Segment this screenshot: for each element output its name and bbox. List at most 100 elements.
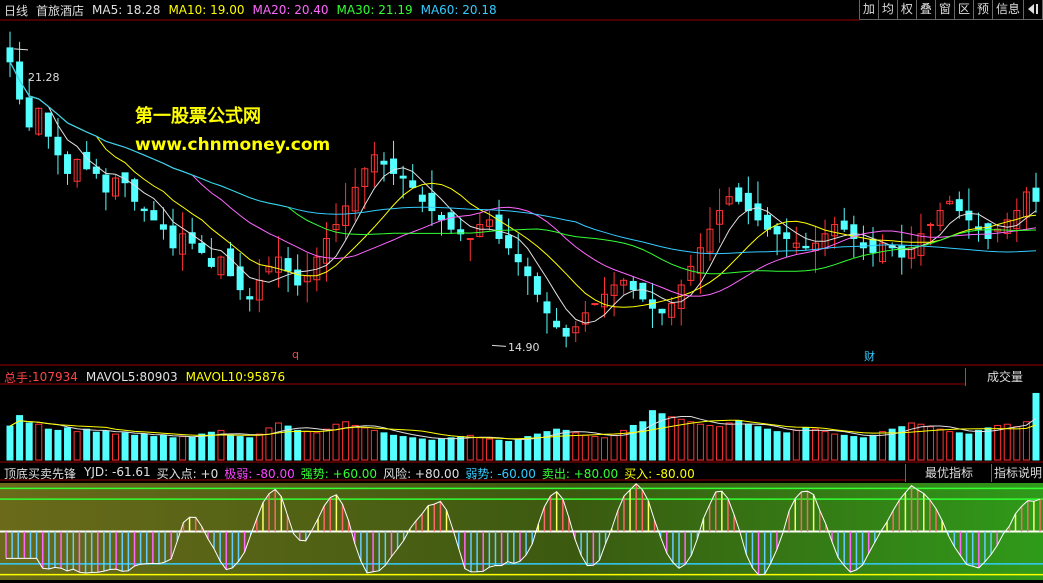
total-volume-value: 107934 (32, 370, 78, 384)
mavol10-line (9, 419, 1037, 440)
candle-body (792, 242, 800, 248)
candle-body (898, 245, 906, 258)
low-arrow (491, 344, 507, 347)
volume-bar (361, 427, 369, 461)
candle-body (965, 210, 973, 221)
volume-bar (418, 438, 426, 461)
rights-button[interactable]: 权 (896, 0, 917, 20)
candle-body (620, 279, 628, 286)
candle-body (543, 301, 551, 314)
volume-bar (783, 432, 791, 461)
indicator-legend-item: 买入: -80.00 (624, 466, 695, 481)
volume-bar (898, 426, 906, 461)
volume-bar (533, 433, 541, 461)
candle-body (6, 47, 14, 63)
indicator-legend-item: 强势: +60.00 (300, 466, 378, 481)
volume-bar (380, 432, 388, 461)
volume-bar (399, 436, 407, 461)
candle-body (687, 265, 695, 281)
indicator-help-button[interactable]: 指标说明 (991, 464, 1043, 482)
candle-body (111, 177, 119, 197)
candle-body (668, 303, 676, 318)
volume-button[interactable]: 成交量 (965, 368, 1043, 386)
mavol10-value: 95876 (246, 370, 286, 384)
volume-bar (370, 429, 378, 461)
indicator-header: 顶底买卖先锋 YJD: -61.61 买入点: +0 极弱: -80.00 强势: +… (4, 465, 701, 481)
candle-body (466, 237, 474, 240)
candle-body (64, 154, 72, 174)
volume-bar (284, 425, 292, 461)
window-button[interactable]: 窗 (934, 0, 955, 20)
candle-body (418, 194, 426, 202)
candle-body (725, 196, 733, 205)
candle-body (380, 160, 388, 165)
volume-bar (64, 427, 72, 461)
volume-bar (207, 431, 215, 461)
candle-body (322, 237, 330, 264)
average-button[interactable]: 均 (877, 0, 898, 20)
candle-body (1022, 191, 1030, 218)
candle-body (342, 205, 350, 227)
watermark-title: 第一股票公式网 (135, 106, 261, 127)
low-price-label: 14.90 (508, 341, 540, 354)
best-indicator-button[interactable]: 最优指标 (905, 464, 992, 482)
volume-bar (92, 431, 100, 461)
volume-bar (994, 424, 1002, 461)
candle-body (25, 97, 33, 128)
volume-bar (629, 424, 637, 461)
candle-body (840, 220, 848, 230)
yjd-line (6, 483, 1041, 576)
candle-body (188, 232, 196, 244)
candle-body (639, 282, 647, 300)
volume-bar (524, 436, 532, 461)
volume-bar (44, 428, 52, 461)
volume-bar (25, 422, 33, 461)
indicator-legend-item: YJD: -61.61 (84, 464, 151, 479)
volume-bar (658, 413, 666, 461)
volume-bar (859, 437, 867, 461)
volume-bar (581, 434, 589, 461)
candle-body (581, 312, 589, 325)
info-button[interactable]: 信息 (991, 0, 1024, 20)
volume-bar (265, 427, 273, 461)
candle-body (936, 210, 944, 226)
volume-bar (227, 434, 235, 461)
candle-body (227, 248, 235, 277)
candle-body (294, 269, 302, 286)
indicator-name: 顶底买卖先锋 (4, 466, 77, 481)
candle-body (802, 245, 810, 249)
volume-bar (447, 437, 455, 461)
volume-bar (668, 416, 676, 461)
candle-body (764, 214, 772, 230)
volume-bar (927, 426, 935, 461)
range-button[interactable]: 区 (953, 0, 974, 20)
volume-bar (620, 429, 628, 461)
ma-legend-item: MA10: 19.00 (168, 3, 245, 17)
candle-body (562, 327, 570, 337)
candle-body (591, 303, 599, 306)
candle-body (102, 174, 110, 193)
mavol10-label: MAVOL10: (185, 370, 247, 384)
ma-line-5 (9, 61, 1037, 324)
volume-bar (476, 437, 484, 461)
volume-bar (332, 423, 340, 461)
volume-bar (83, 428, 91, 461)
stock-name: 首旅酒店 (36, 3, 85, 18)
volume-bar (457, 436, 465, 461)
candle-body (783, 232, 791, 239)
volume-bar (255, 433, 263, 461)
candle-body (437, 214, 445, 221)
candle-body (984, 223, 992, 239)
indicator-legend-item: 极弱: -80.00 (224, 466, 295, 481)
volume-bar (831, 433, 839, 461)
candle-body (409, 180, 417, 188)
volume-bar (102, 430, 110, 461)
volume-bar (687, 421, 695, 461)
candle-body (610, 284, 618, 296)
volume-bar (73, 431, 81, 461)
volume-bar (428, 439, 436, 461)
candle-body (159, 224, 167, 230)
volume-bar (6, 425, 14, 461)
volume-bar (485, 438, 493, 461)
